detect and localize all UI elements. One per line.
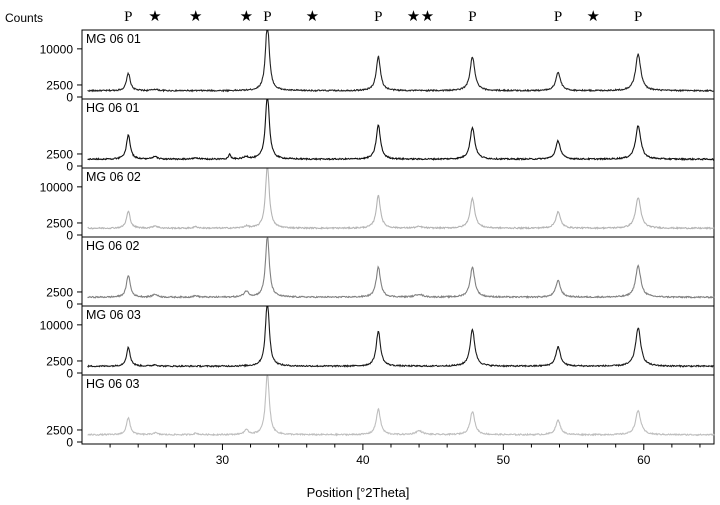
panel-frame <box>81 167 715 238</box>
panel-frame <box>81 374 715 445</box>
phase-marker-p: P <box>554 9 562 25</box>
y-tick-label: 2500 <box>46 147 73 161</box>
y-tick-label: 0 <box>66 298 73 312</box>
x-tick-label: 30 <box>216 453 230 467</box>
y-tick-label: 0 <box>66 91 73 105</box>
series-line <box>87 375 715 437</box>
phase-markers: P ★ ★ ★ P ★ P ★ ★ P P ★ P <box>124 9 642 25</box>
series-label: HG 06 02 <box>86 239 140 253</box>
x-tick-label: 60 <box>637 453 651 467</box>
y-tick-label: 0 <box>66 436 73 450</box>
x-axis-title: Position [°2Theta] <box>307 485 410 500</box>
series-label: HG 06 03 <box>86 377 140 391</box>
series-label: MG 06 02 <box>86 170 141 184</box>
phase-marker-p: P <box>263 9 271 25</box>
y-tick-label: 10000 <box>40 318 74 332</box>
phase-marker-p: P <box>124 9 132 25</box>
y-tick-label: 2500 <box>46 216 73 230</box>
phase-marker-p: P <box>468 9 476 25</box>
phase-marker-star: ★ <box>407 9 420 25</box>
x-axis: 30 40 50 60 <box>109 444 701 467</box>
phase-marker-star: ★ <box>306 9 319 25</box>
phase-marker-p: P <box>634 9 642 25</box>
series-line <box>87 306 715 368</box>
y-tick-label: 0 <box>66 367 73 381</box>
phase-marker-p: P <box>374 9 382 25</box>
x-tick-label: 40 <box>356 453 370 467</box>
phase-marker-star: ★ <box>189 9 202 25</box>
series-label: MG 06 01 <box>86 32 141 46</box>
y-tick-label: 10000 <box>40 42 74 56</box>
series-line <box>87 99 715 161</box>
series-line <box>87 168 715 230</box>
series-label: MG 06 03 <box>86 308 141 322</box>
series-line <box>87 237 715 299</box>
phase-marker-star: ★ <box>240 9 253 25</box>
y-tick-label: 2500 <box>46 354 73 368</box>
y-tick-label: 10000 <box>40 180 74 194</box>
y-tick-label: 2500 <box>46 423 73 437</box>
x-tick-label: 50 <box>497 453 511 467</box>
y-tick-label: 0 <box>66 229 73 243</box>
series-label: HG 06 01 <box>86 101 140 115</box>
series-line <box>87 30 715 93</box>
phase-marker-star: ★ <box>148 9 161 25</box>
phase-marker-star: ★ <box>421 9 434 25</box>
y-tick-label: 2500 <box>46 285 73 299</box>
y-axis-title: Counts <box>5 11 43 25</box>
y-tick-label: 2500 <box>46 78 73 92</box>
phase-marker-star: ★ <box>586 9 599 25</box>
panel-frame <box>81 29 715 100</box>
y-tick-label: 0 <box>66 160 73 174</box>
